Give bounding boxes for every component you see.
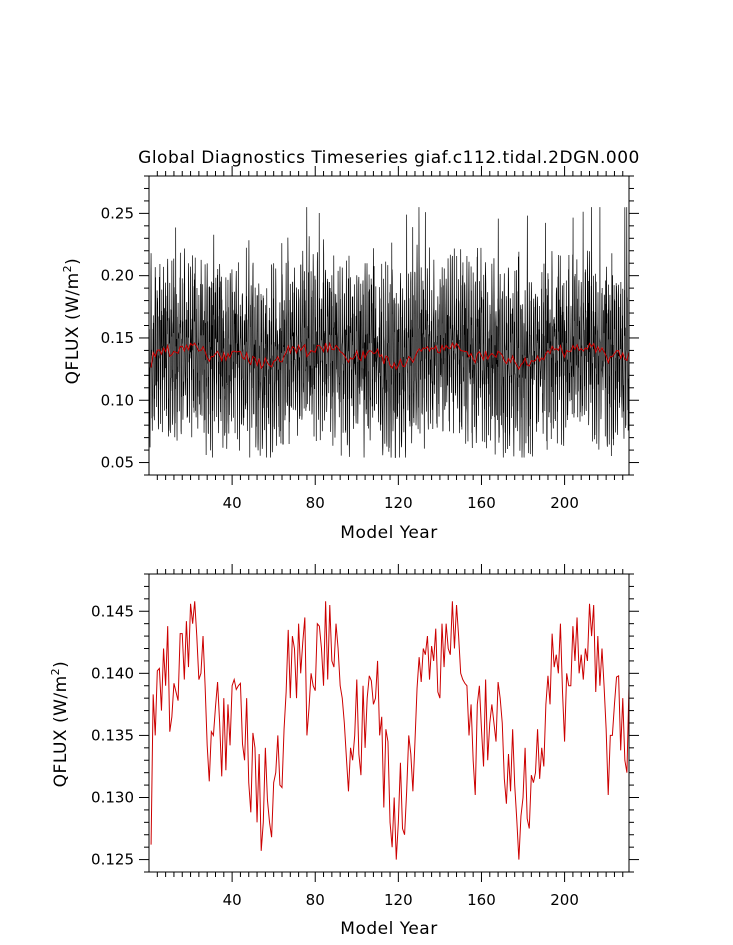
top-y-axis-title-superscript: 2: [61, 265, 74, 273]
bottom-x-tick-label: 120: [384, 891, 413, 909]
bottom-y-axis-title-main: QFLUX (W/m: [51, 675, 71, 787]
bottom-x-tick-label: 80: [306, 891, 325, 909]
top-x-tick-label: 160: [467, 494, 496, 512]
bottom-panel: 40 80 120 160 200 0.125 0.130 0.135 0.140 0.145: [91, 564, 639, 909]
bottom-x-tick-label: 160: [467, 891, 496, 909]
chart-title: Global Diagnostics Timeseries giaf.c112.…: [138, 148, 640, 168]
bottom-y-axis-title-superscript: 2: [49, 668, 62, 676]
top-y-tick-label: 0.25: [101, 204, 134, 222]
bottom-y-tick-label: 0.145: [91, 602, 134, 620]
top-y-tick-label: 0.05: [101, 454, 134, 472]
bottom-y-axis-title: QFLUX (W/m2): [49, 661, 71, 788]
bottom-y-tick-label: 0.125: [91, 851, 134, 869]
bottom-x-tick-label: 40: [223, 891, 242, 909]
top-y-tick-label: 0.20: [101, 267, 134, 285]
top-panel: 40 80 120 160 200 0.05 0.10 0.15 0.20 0.25: [101, 166, 639, 512]
top-y-axis-title-main: QFLUX (W/m: [63, 272, 83, 384]
bottom-plot-frame: [148, 573, 630, 873]
bottom-x-tick-label: 200: [550, 891, 579, 909]
top-series-annual-mean: [150, 341, 629, 371]
top-y-axis-title-close: ): [63, 258, 83, 265]
top-y-tick-label: 0.10: [101, 391, 134, 409]
top-y-tick-label: 0.15: [101, 329, 134, 347]
top-x-tick-label: 80: [306, 494, 325, 512]
top-x-tick-label: 40: [223, 494, 242, 512]
top-y-axis-title: QFLUX (W/m2): [61, 258, 83, 385]
bottom-series-annual-mean: [150, 601, 629, 860]
top-x-tick-label: 120: [384, 494, 413, 512]
bottom-y-tick-label: 0.130: [91, 789, 134, 807]
bottom-y-tick-label: 0.140: [91, 664, 134, 682]
bottom-y-axis-title-close: ): [51, 661, 71, 668]
top-x-tick-label: 200: [550, 494, 579, 512]
bottom-x-axis-title: Model Year: [340, 919, 437, 939]
top-x-axis-title: Model Year: [340, 523, 437, 543]
bottom-y-tick-label: 0.135: [91, 726, 134, 744]
top-series-monthly: [149, 207, 629, 458]
